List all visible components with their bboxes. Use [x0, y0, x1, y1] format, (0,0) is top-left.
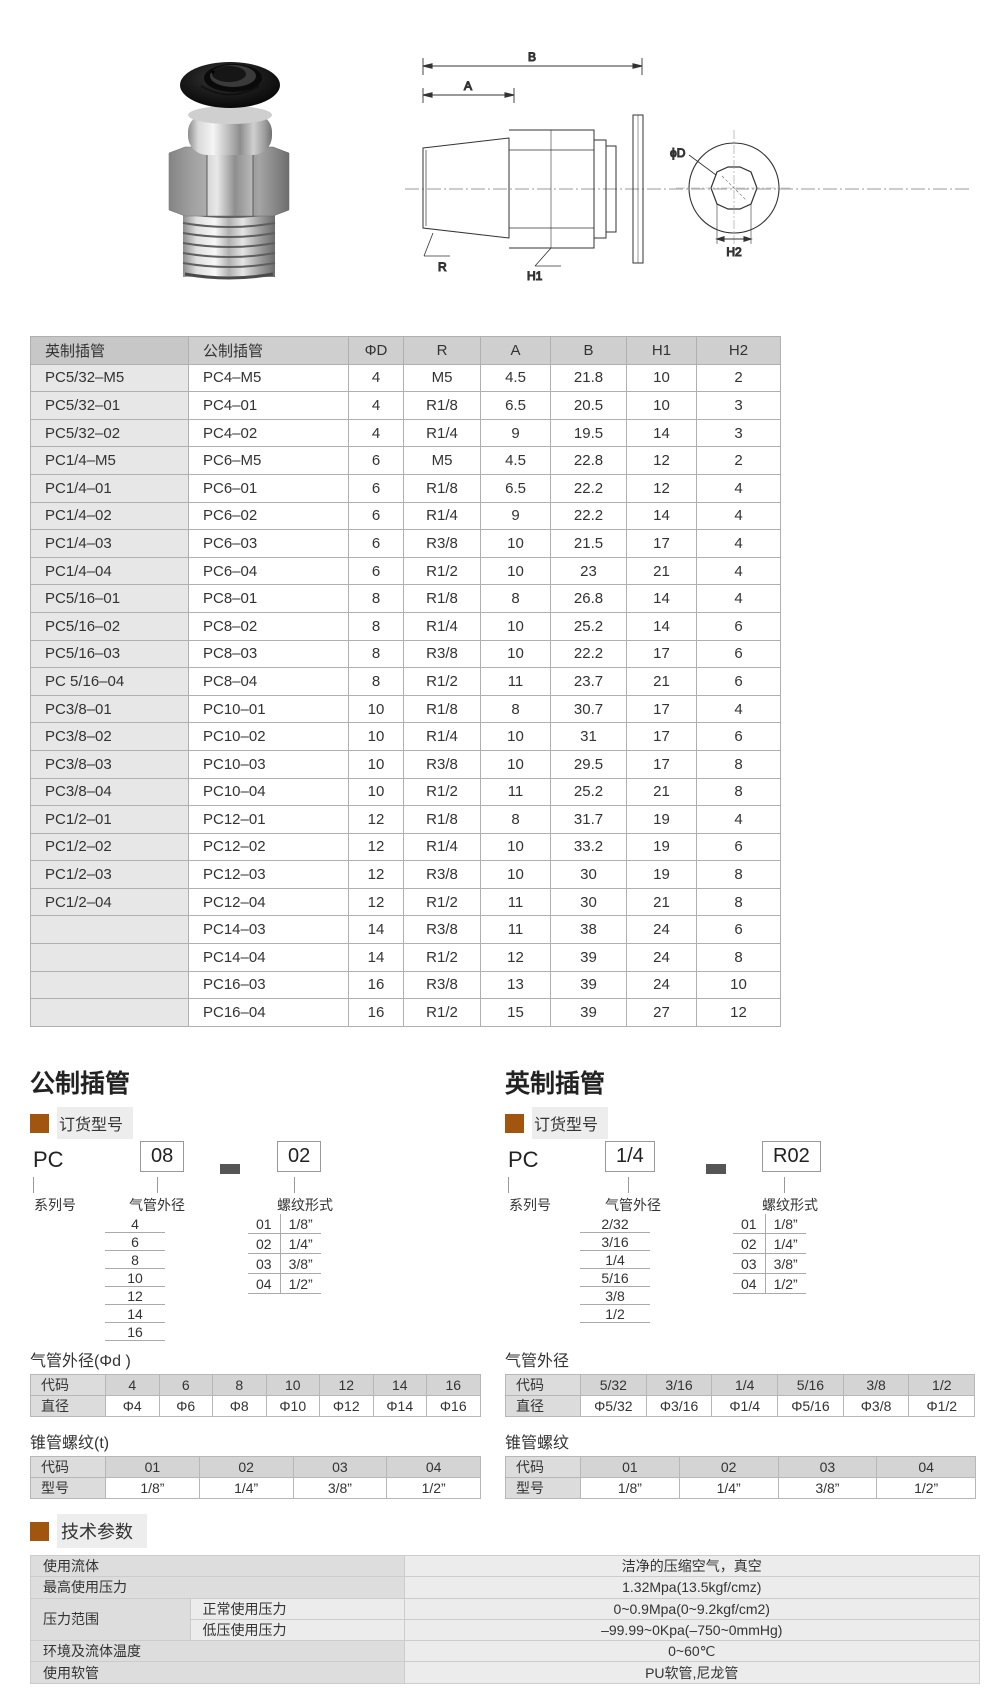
svg-text:A: A: [464, 79, 472, 93]
svg-text:H1: H1: [527, 269, 543, 283]
svg-text:H2: H2: [726, 245, 742, 259]
svg-text:ϕD: ϕD: [670, 146, 686, 160]
svg-text:R: R: [438, 260, 447, 274]
svg-text:B: B: [528, 50, 536, 64]
